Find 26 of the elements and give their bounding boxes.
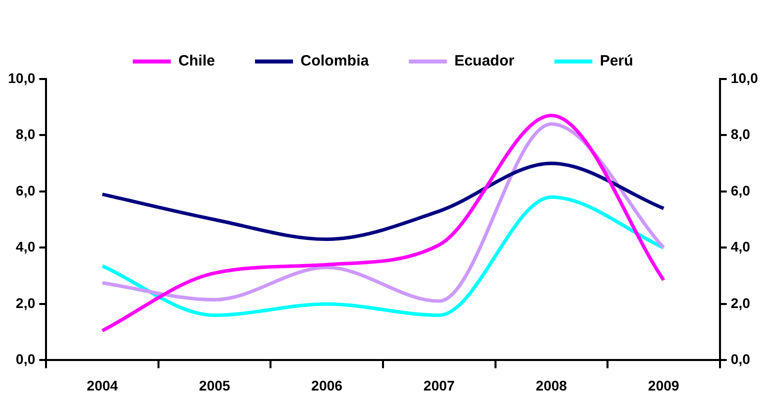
legend-label: Perú — [600, 52, 634, 70]
x-tick-label: 2007 — [424, 377, 455, 394]
y-tick-label: 6,0 — [16, 182, 36, 198]
line-series — [100, 114, 666, 332]
y2-tick-label: 2,0 — [730, 294, 750, 311]
y-tick-label: 2,0 — [16, 294, 36, 311]
line-series — [100, 195, 666, 317]
line-series — [100, 122, 666, 303]
y2-tick-label: 4,0 — [730, 238, 750, 255]
y-tick-label: 4,0 — [16, 238, 36, 255]
y-tick-label: 8,0 — [16, 126, 36, 142]
legend-label: Colombia — [300, 52, 370, 70]
x-tick-label: 2006 — [311, 377, 343, 394]
y2-tick-label: 0,0 — [730, 351, 750, 368]
x-tick-label: 2004 — [86, 377, 118, 394]
x-tick-label: 2008 — [536, 377, 568, 394]
legend-label: Chile — [178, 52, 216, 70]
y2-tick-label: 10,0 — [730, 70, 758, 86]
x-tick-label: 2009 — [648, 377, 680, 394]
legend-label: Ecuador — [454, 52, 514, 70]
y2-tick-label: 6,0 — [730, 182, 750, 198]
y-tick-label: 10,0 — [8, 70, 36, 86]
line-series — [100, 162, 666, 242]
x-tick-label: 2005 — [199, 377, 230, 394]
y-tick-label: 0,0 — [16, 351, 36, 368]
y2-tick-label: 8,0 — [730, 126, 750, 142]
